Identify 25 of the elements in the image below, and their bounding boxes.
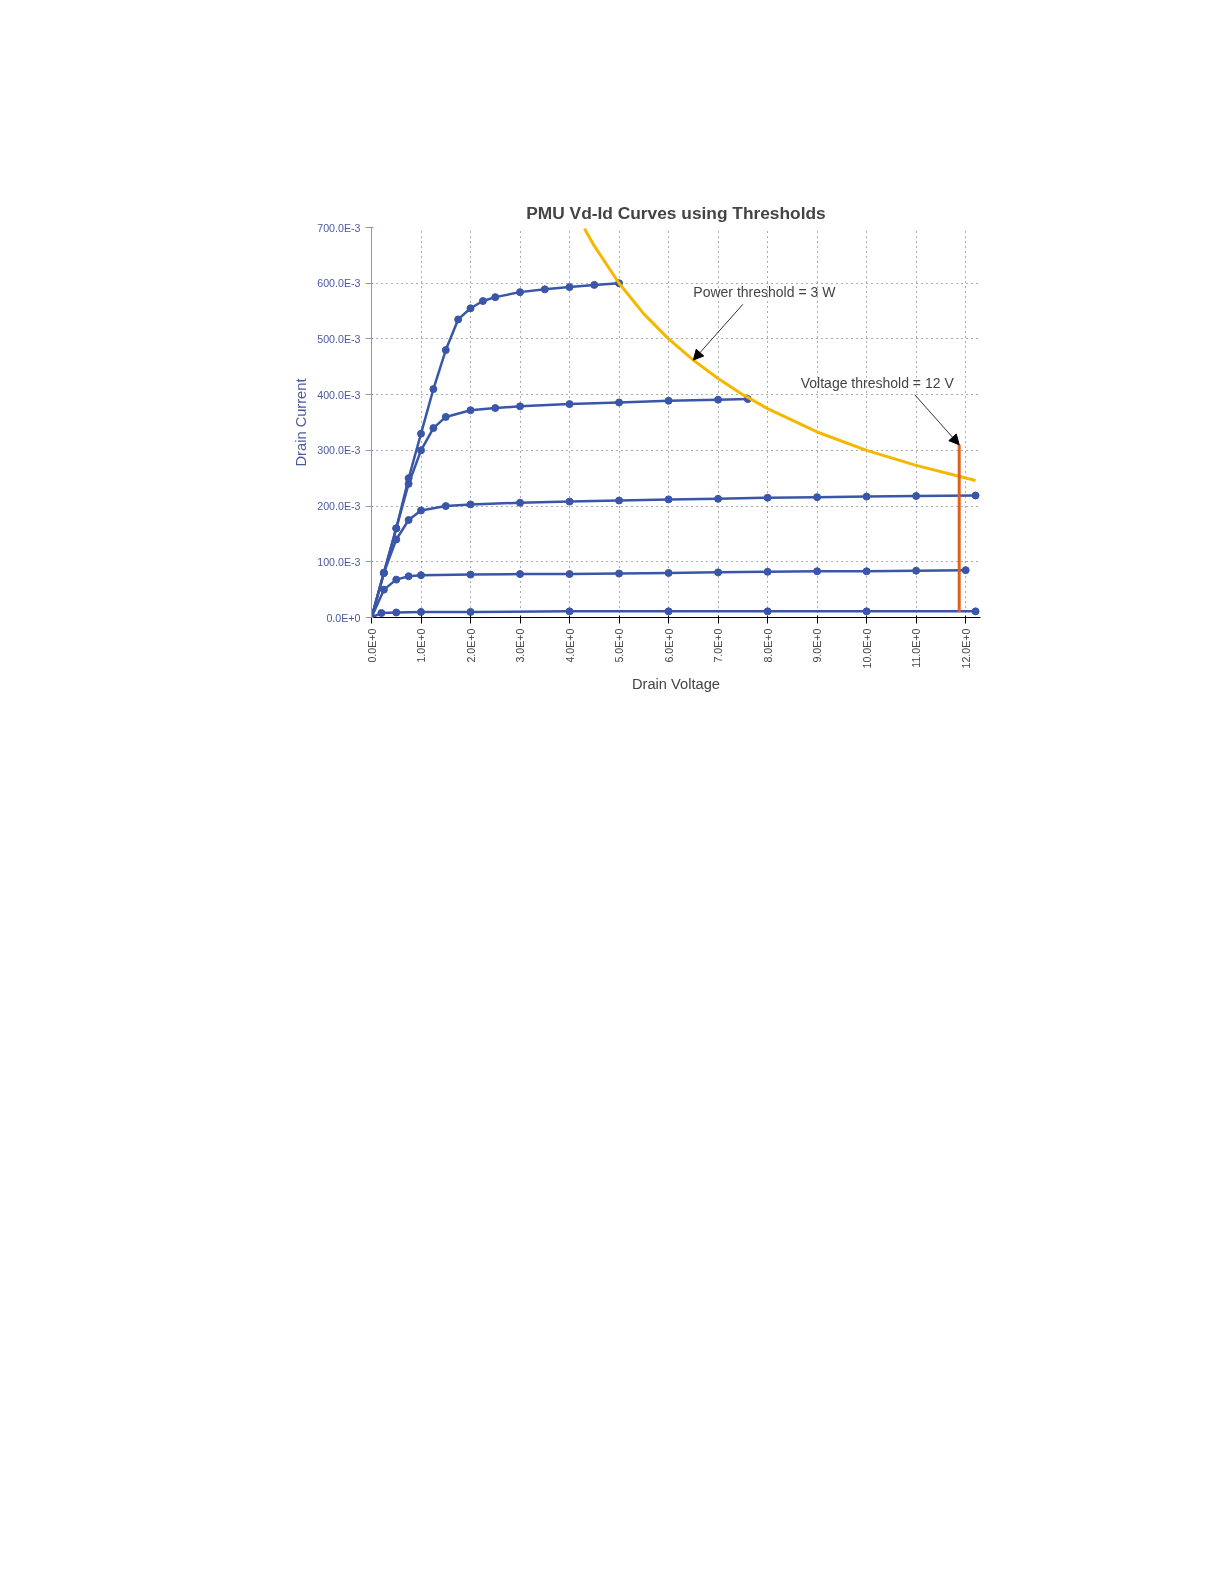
y-tick-label: 0.0E+0 [326, 611, 361, 624]
x-tick-label: 9.0E+0 [811, 628, 824, 663]
x-tick-label: 8.0E+0 [761, 628, 774, 663]
y-tick-label: 600.0E-3 [317, 277, 361, 290]
annotation: Power threshold = 3 W [693, 284, 837, 301]
x-tick-label: 4.0E+0 [563, 628, 576, 663]
y-tick-label: 100.0E-3 [317, 555, 361, 568]
x-tick-label: 11.0E+0 [910, 628, 923, 668]
x-tick-label: 7.0E+0 [712, 628, 725, 663]
y-tick-label: 500.0E-3 [317, 332, 361, 345]
x-tick-label: 6.0E+0 [662, 628, 675, 663]
chart-title: PMU Vd-Id Curves using Thresholds [526, 202, 826, 223]
x-tick-label: 1.0E+0 [415, 628, 428, 663]
x-tick-label: 3.0E+0 [514, 628, 527, 663]
annotation: Voltage threshold = 12 V [800, 374, 955, 391]
x-tick-label: 10.0E+0 [860, 628, 873, 669]
x-tick-label: 2.0E+0 [464, 628, 477, 663]
x-axis-title: Drain Voltage [632, 676, 720, 693]
x-tick-label: 12.0E+0 [959, 628, 972, 669]
y-tick-label: 200.0E-3 [317, 500, 361, 513]
y-tick-label: 700.0E-3 [317, 221, 361, 234]
y-tick-label: 300.0E-3 [317, 444, 361, 457]
x-tick-label: 5.0E+0 [613, 628, 626, 663]
y-tick-label: 400.0E-3 [317, 388, 361, 401]
y-axis-title: Drain Current [293, 378, 310, 467]
